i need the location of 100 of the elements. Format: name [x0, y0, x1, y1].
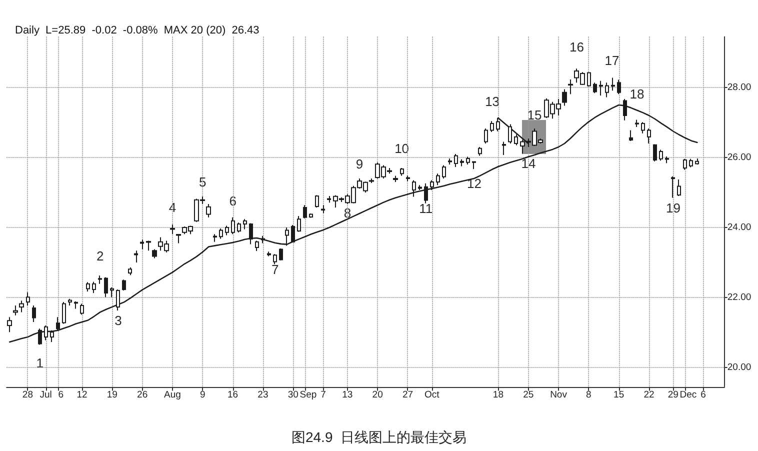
candlestick — [128, 266, 132, 276]
y-tick-label: 24.00 — [727, 222, 752, 233]
candlestick — [695, 158, 699, 165]
candlestick — [152, 248, 157, 259]
candlestick — [68, 298, 72, 306]
candlestick — [430, 180, 434, 191]
candlestick — [484, 128, 488, 144]
y-tick-label: 20.00 — [727, 362, 752, 373]
candlestick — [19, 300, 24, 313]
x-tick-label: Dec — [680, 389, 697, 400]
candlestick — [659, 149, 663, 162]
candlestick — [653, 144, 657, 162]
candlestick — [56, 316, 60, 331]
candlestick — [92, 281, 96, 294]
annotation: 19 — [666, 200, 680, 216]
candlestick — [400, 168, 404, 176]
candlestick — [460, 158, 464, 167]
y-tick-label: 22.00 — [727, 292, 752, 303]
candlestick — [406, 175, 410, 182]
candlestick — [26, 292, 30, 306]
annotation: 15 — [527, 108, 542, 122]
candlestick — [599, 80, 603, 96]
candlestick — [502, 141, 506, 156]
x-tick-label: 6 — [58, 389, 64, 400]
candlestick — [86, 282, 90, 292]
candlestick — [611, 77, 615, 92]
x-tick-label: 16 — [228, 389, 238, 400]
candlestick — [146, 240, 151, 252]
candlestick — [13, 305, 18, 316]
candlestick — [206, 204, 211, 218]
x-tick-label: 9 — [200, 389, 206, 400]
y-tick-label: 28.00 — [727, 82, 752, 93]
candlestick — [110, 286, 114, 298]
candlestick — [225, 225, 229, 236]
candlestick — [303, 204, 307, 219]
candlestick — [424, 182, 428, 204]
x-tick-label: 13 — [342, 389, 353, 400]
x-tick-label: Nov — [550, 389, 568, 400]
candlestick — [472, 160, 476, 170]
candlestick — [279, 248, 283, 261]
x-tick-label: 27 — [402, 389, 414, 400]
candlestick — [7, 316, 12, 333]
candlestick — [647, 128, 651, 144]
x-tick-label: Sep — [300, 389, 317, 400]
candlestick — [321, 204, 325, 214]
candlestick — [315, 194, 319, 208]
candlestick — [478, 146, 482, 156]
candlestick — [176, 234, 181, 244]
x-tick-label: 18 — [492, 389, 504, 400]
annotation: 10 — [394, 141, 410, 156]
annotation: 4 — [168, 200, 176, 215]
annotation: 5 — [198, 174, 206, 190]
candlestick — [490, 120, 494, 132]
x-tick-label: 29 — [668, 389, 678, 400]
candlestick — [412, 180, 416, 198]
candlestick — [116, 288, 120, 311]
x-tick-label: 26 — [137, 389, 148, 400]
annotation: 17 — [604, 53, 620, 68]
x-tick-label: 30 — [288, 389, 298, 400]
candlestick — [170, 224, 175, 235]
candlestick — [629, 130, 633, 142]
candlestick — [466, 156, 470, 165]
candlestick — [243, 218, 247, 230]
annotation: 12 — [466, 176, 482, 191]
candlestick — [134, 250, 138, 263]
candlestick — [327, 196, 331, 204]
candlestick — [74, 300, 78, 310]
candlestick — [448, 158, 452, 165]
annotation: 9 — [356, 156, 364, 172]
candlestick — [393, 175, 398, 182]
candlestick — [677, 179, 681, 196]
candlestick — [122, 279, 126, 291]
annotation: 1 — [36, 356, 44, 370]
annotation: 7 — [271, 262, 279, 277]
annotation: 3 — [114, 313, 122, 328]
candlestick — [309, 213, 313, 218]
candlestick — [454, 154, 458, 168]
candlestick — [231, 216, 235, 235]
annotation: 11 — [419, 201, 433, 216]
candlestick — [237, 222, 241, 233]
x-tick-label: 12 — [76, 389, 88, 400]
candlestick — [104, 276, 108, 298]
annotation: 13 — [485, 94, 500, 109]
annotation: 2 — [96, 248, 104, 264]
x-tick-label: Jul — [40, 389, 52, 400]
x-tick-label: 8 — [586, 389, 592, 400]
candlestick — [255, 240, 259, 252]
candlestick — [635, 119, 639, 128]
candlestick — [98, 274, 102, 284]
x-tick-label: 7 — [320, 389, 326, 400]
candlestick — [665, 156, 669, 164]
x-tick-label: Oct — [424, 389, 440, 400]
candlestick — [593, 82, 597, 94]
candlestick — [587, 72, 591, 87]
candlestick — [436, 173, 440, 186]
caption: 图24.9 日线图上的最佳交易 — [291, 429, 467, 445]
candlestick — [62, 302, 66, 324]
candlestick — [261, 235, 265, 244]
x-tick-label: 25 — [523, 389, 534, 400]
x-tick-label: 20 — [372, 389, 383, 400]
